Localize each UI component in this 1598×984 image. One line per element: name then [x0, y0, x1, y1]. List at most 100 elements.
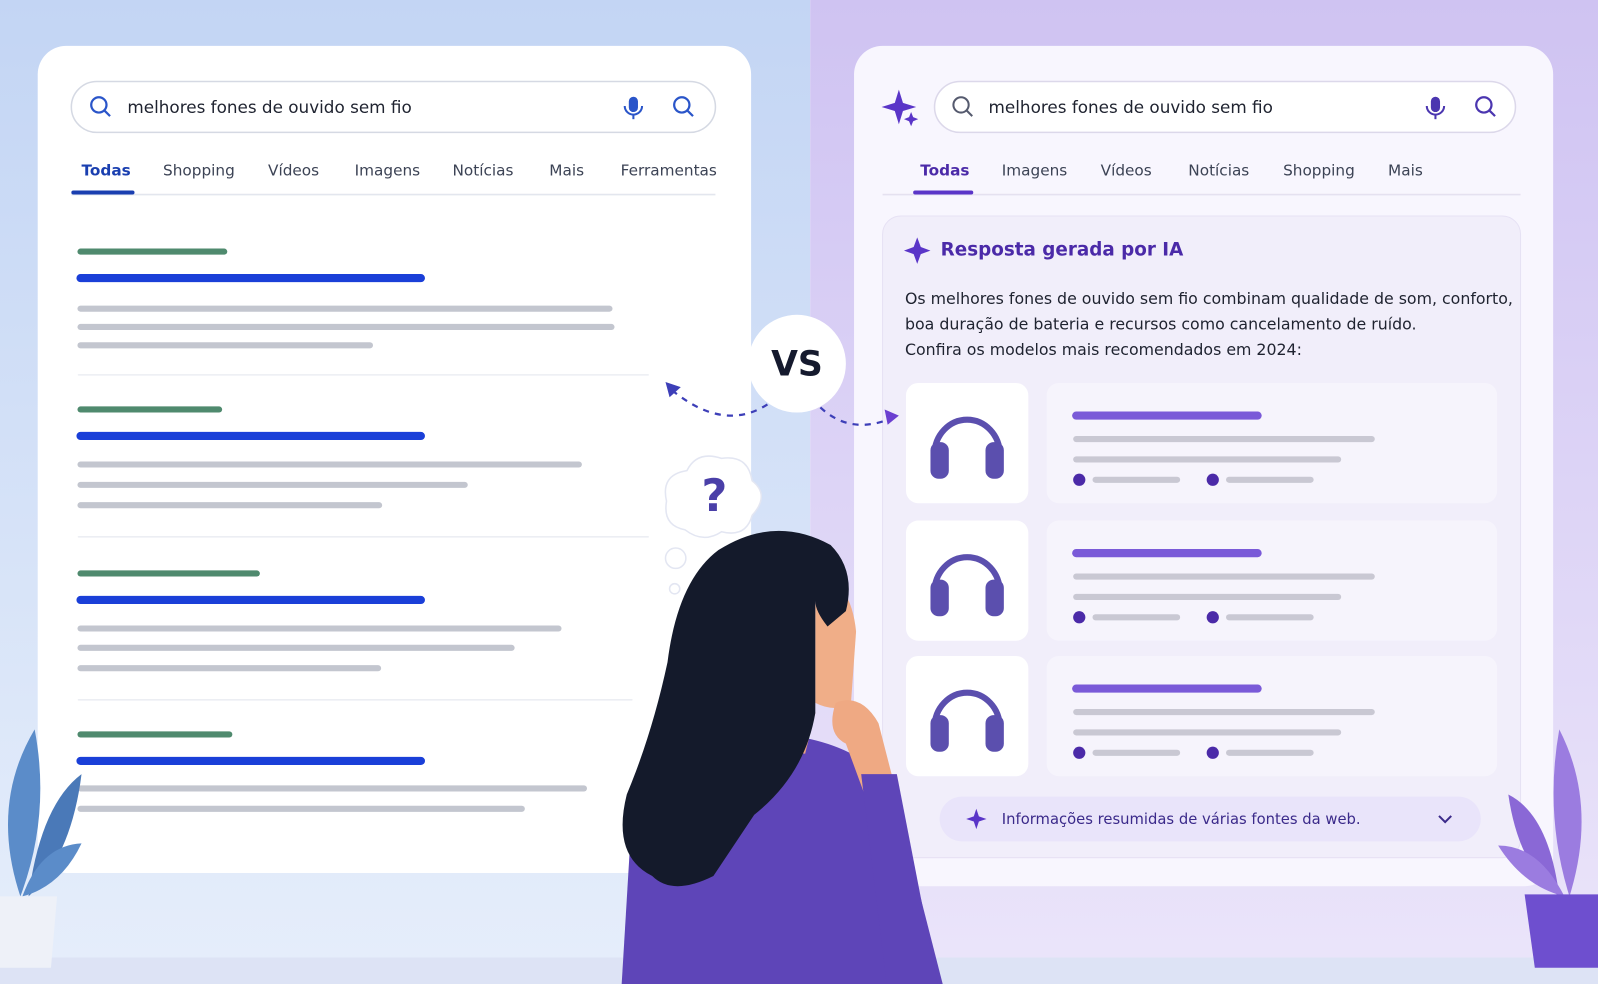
search-button — [1488, 109, 1496, 117]
product-item — [906, 383, 1498, 504]
tab[interactable]: Vídeos — [1101, 162, 1152, 180]
search-button — [686, 109, 694, 117]
ai-text-line: Confira os modelos mais recomendados em … — [905, 340, 1302, 359]
search-query: melhores fones de ouvido sem fio — [127, 97, 411, 117]
tab[interactable]: Shopping — [1283, 162, 1355, 180]
plant-right — [1498, 729, 1598, 968]
bullet — [1206, 473, 1219, 486]
headphones-icon — [931, 416, 1003, 455]
product-item — [906, 520, 1498, 641]
product-list — [906, 383, 1498, 777]
plant-right — [1553, 729, 1582, 897]
plant-left — [0, 896, 58, 968]
mic-icon — [1434, 114, 1437, 120]
search-button[interactable] — [1475, 96, 1496, 117]
product-info-card — [1046, 656, 1498, 777]
headphones-icon — [930, 715, 949, 752]
thought-bubble — [668, 582, 681, 595]
plant-left — [22, 843, 82, 897]
thought-bubble — [664, 455, 763, 595]
search-icon — [952, 96, 970, 114]
search-icon — [90, 96, 111, 117]
headphones-icon — [985, 715, 1004, 752]
comparison-arrows — [819, 406, 894, 426]
ai-sparkle — [881, 89, 917, 125]
bullet — [1073, 611, 1086, 624]
tab[interactable]: Imagens — [1002, 162, 1068, 180]
ai-sparkle — [903, 112, 919, 127]
thought-bubble — [664, 547, 687, 570]
tab[interactable]: Todas — [920, 162, 969, 180]
ai-search-panel: melhores fones de ouvido sem fio Todas I… — [854, 45, 1554, 887]
plant-right — [1524, 894, 1598, 968]
tab[interactable]: Shopping — [163, 162, 235, 180]
search-icon — [952, 96, 973, 117]
product-item — [906, 656, 1498, 777]
headphones-icon — [931, 554, 1003, 592]
sources-note: Informações resumidas de várias fontes d… — [1002, 811, 1361, 828]
ai-sparkle — [903, 237, 931, 264]
comparison-arrows — [669, 388, 894, 426]
tab[interactable]: Mais — [549, 162, 584, 180]
traditional-search-panel: melhores fones de ouvido sem fio Todas S… — [37, 45, 752, 873]
question-mark: ? — [701, 469, 727, 522]
tab[interactable]: Notícias — [452, 162, 513, 180]
search-icon — [90, 96, 108, 114]
product-info-card — [1046, 383, 1498, 504]
search-button — [673, 96, 691, 114]
active-tab-indicator — [913, 190, 974, 195]
search-icon — [103, 109, 111, 117]
person-illustration — [861, 774, 938, 984]
arrowhead — [665, 381, 681, 398]
tab[interactable]: Todas — [82, 162, 131, 180]
expand-chevron[interactable] — [1438, 815, 1452, 824]
headphones-icon — [931, 689, 1003, 728]
active-tab-indicator — [71, 190, 135, 195]
tab[interactable]: Mais — [1388, 162, 1423, 180]
tab[interactable]: Imagens — [355, 162, 421, 180]
vs-badge — [748, 314, 846, 413]
headphones-icon — [930, 579, 949, 617]
search-query: melhores fones de ouvido sem fio — [989, 97, 1273, 117]
result-placeholders — [76, 248, 649, 812]
bullet — [1073, 473, 1086, 486]
search-button — [1475, 96, 1493, 114]
thought-bubble — [664, 455, 763, 539]
bullet — [1206, 746, 1219, 759]
vs-text: VS — [771, 345, 823, 385]
ai-heading: Resposta gerada por IA — [941, 240, 1184, 261]
ai-text-line: boa duração de bateria e recursos como c… — [905, 314, 1417, 333]
tab[interactable]: Ferramentas — [621, 162, 717, 180]
ai-text-line: Os melhores fones de ouvido sem fio comb… — [905, 289, 1513, 308]
plant-right — [1498, 845, 1565, 897]
product-image-card — [906, 656, 1029, 777]
search-button[interactable] — [673, 96, 694, 117]
person-illustration — [621, 530, 943, 984]
headphones-icon — [985, 579, 1004, 617]
mic-icon[interactable] — [1425, 96, 1446, 120]
plant-left — [7, 729, 41, 897]
headphones-icon — [985, 442, 1004, 479]
search-bar[interactable] — [933, 80, 1517, 134]
mic-icon[interactable] — [623, 96, 644, 120]
mic-icon — [1430, 96, 1441, 113]
headphones-icon — [930, 442, 949, 479]
sources-pill[interactable] — [939, 796, 1481, 842]
mic-icon — [628, 96, 638, 113]
product-image-card — [906, 383, 1029, 504]
bullet — [1206, 611, 1219, 624]
search-bar[interactable] — [70, 80, 717, 134]
plant-left — [0, 729, 82, 968]
arrowhead — [884, 409, 899, 425]
person-illustration — [622, 530, 849, 887]
ai-sparkle — [966, 808, 987, 830]
product-info-card — [1046, 520, 1498, 641]
mic-icon — [632, 114, 635, 120]
search-icon — [965, 109, 973, 117]
product-image-card — [906, 520, 1029, 641]
tab[interactable]: Notícias — [1188, 162, 1249, 180]
tab[interactable]: Vídeos — [268, 162, 319, 180]
bullet — [1073, 746, 1086, 759]
